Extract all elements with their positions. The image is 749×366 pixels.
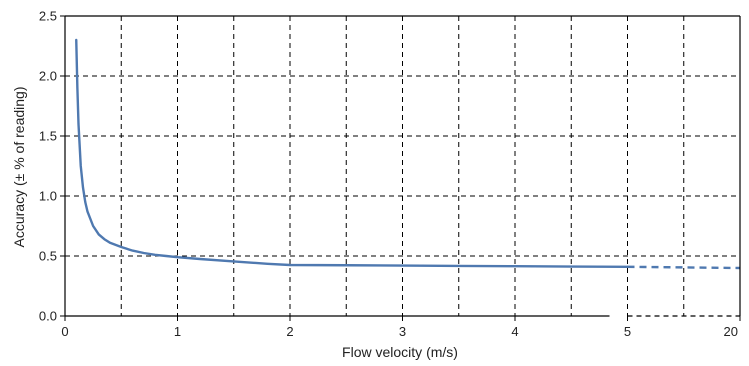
- x-tick-label: 2: [286, 324, 293, 339]
- series-line: [75, 38, 629, 268]
- plot-frame: [60, 15, 741, 321]
- y-tick-label: 2.5: [39, 9, 57, 24]
- x-tick-label: 0: [61, 324, 68, 339]
- x-tick-label: 1: [174, 324, 181, 339]
- x-tick-label: 3: [399, 324, 406, 339]
- grid: [65, 15, 740, 316]
- x-tick-label: 4: [511, 324, 518, 339]
- y-tick-label: 0.5: [39, 249, 57, 264]
- y-axis-title: Accuracy (± % of reading): [11, 87, 27, 248]
- x-tick-label: 20: [724, 324, 738, 339]
- tick-labels: 0 1 2 3 4 5 20 0.0 0.5 1.0 1.5 2.0 2.5: [39, 9, 738, 340]
- y-tick-label: 2.0: [39, 69, 57, 84]
- series-line-dashed-continuation: [627, 265, 741, 270]
- x-tick-label: 5: [624, 324, 631, 339]
- y-tick-label: 1.5: [39, 129, 57, 144]
- y-tick-label: 1.0: [39, 189, 57, 204]
- series-layer: [75, 38, 741, 270]
- x-axis-title: Flow velocity (m/s): [342, 344, 458, 360]
- y-tick-label: 0.0: [39, 309, 57, 324]
